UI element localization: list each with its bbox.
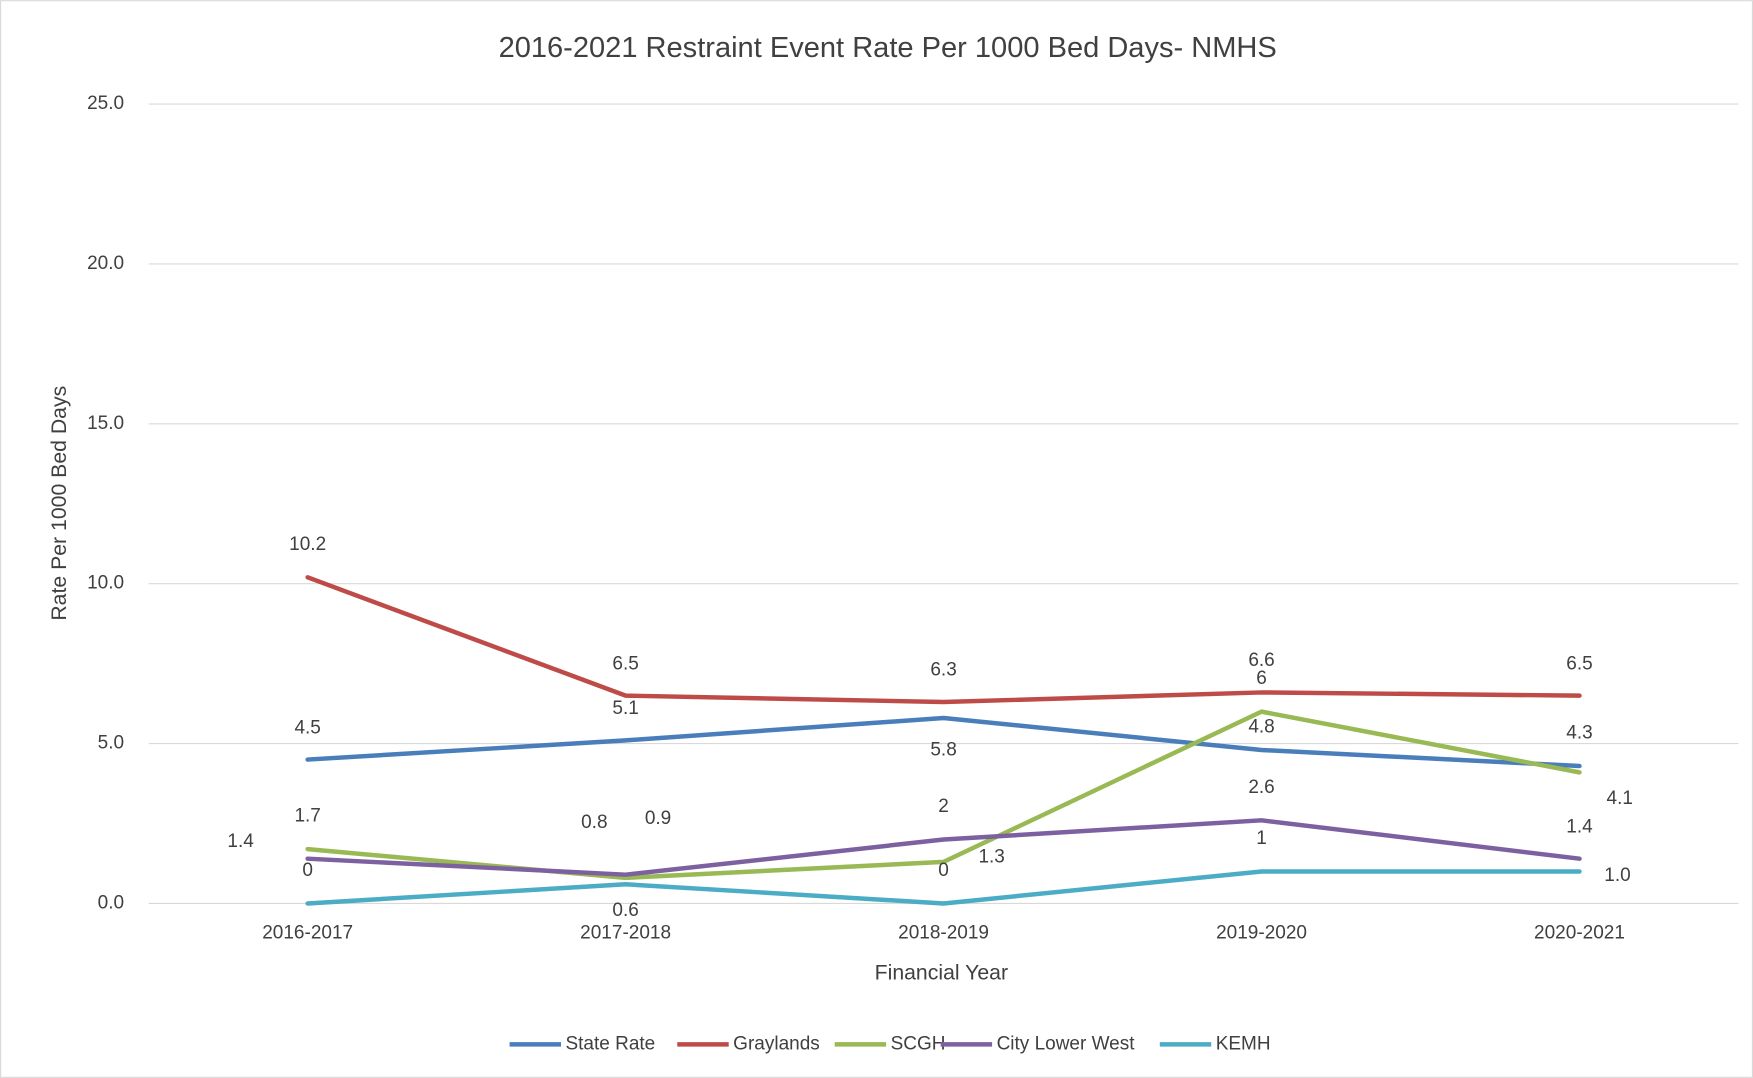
data-label: 4.3	[1566, 723, 1592, 744]
data-label: 6.3	[930, 660, 956, 681]
data-label: 6.6	[1248, 650, 1274, 671]
data-label: 2.6	[1248, 777, 1274, 798]
data-label: 0.9	[645, 808, 671, 829]
y-tick-label: 25.0	[87, 93, 124, 114]
x-tick-label: 2019-2020	[1216, 923, 1307, 944]
data-label: 1.4	[1566, 816, 1593, 837]
data-label: 4.1	[1607, 788, 1633, 809]
y-tick-label: 0.0	[98, 892, 124, 913]
data-label: 6.5	[1566, 653, 1592, 674]
legend-label: SCGH	[891, 1033, 946, 1054]
data-label: 0	[302, 860, 313, 881]
data-label: 6	[1256, 668, 1267, 689]
x-tick-label: 2020-2021	[1534, 923, 1625, 944]
series-line	[305, 715, 1582, 769]
data-label: 0	[938, 860, 949, 881]
x-tick-label: 2016-2017	[262, 923, 353, 944]
y-tick-label: 20.0	[87, 253, 124, 274]
data-label: 0.8	[581, 812, 607, 833]
data-label: 5.8	[930, 739, 956, 760]
legend-label: KEMH	[1216, 1033, 1271, 1054]
data-label: 1.3	[978, 846, 1004, 867]
data-label: 1.4	[227, 831, 254, 852]
y-tick-label: 10.0	[87, 573, 124, 594]
y-axis-label: Rate Per 1000 Bed Days	[47, 386, 71, 621]
data-label: 5.1	[612, 698, 638, 719]
data-label: 4.8	[1248, 717, 1274, 738]
data-label: 2	[938, 796, 949, 817]
data-label: 10.2	[289, 534, 326, 555]
series-line	[305, 818, 1582, 877]
legend-label: State Rate	[565, 1033, 655, 1054]
series-line	[305, 869, 1582, 906]
data-label: 6.5	[612, 653, 638, 674]
data-label: 1.0	[1604, 865, 1630, 886]
chart-title: 2016-2021 Restraint Event Rate Per 1000 …	[499, 32, 1277, 64]
data-label: 1	[1256, 828, 1267, 849]
y-tick-label: 15.0	[87, 413, 124, 434]
legend-label: Graylands	[733, 1033, 820, 1054]
data-label: 1.7	[294, 806, 320, 827]
x-tick-label: 2017-2018	[580, 923, 671, 944]
y-tick-label: 5.0	[98, 733, 124, 754]
data-label: 4.5	[294, 717, 320, 738]
series-line	[305, 575, 1582, 705]
x-tick-label: 2018-2019	[898, 923, 989, 944]
data-label: 0.6	[612, 900, 638, 921]
x-axis-label: Financial Year	[875, 961, 1008, 985]
legend-label: City Lower West	[997, 1033, 1136, 1054]
